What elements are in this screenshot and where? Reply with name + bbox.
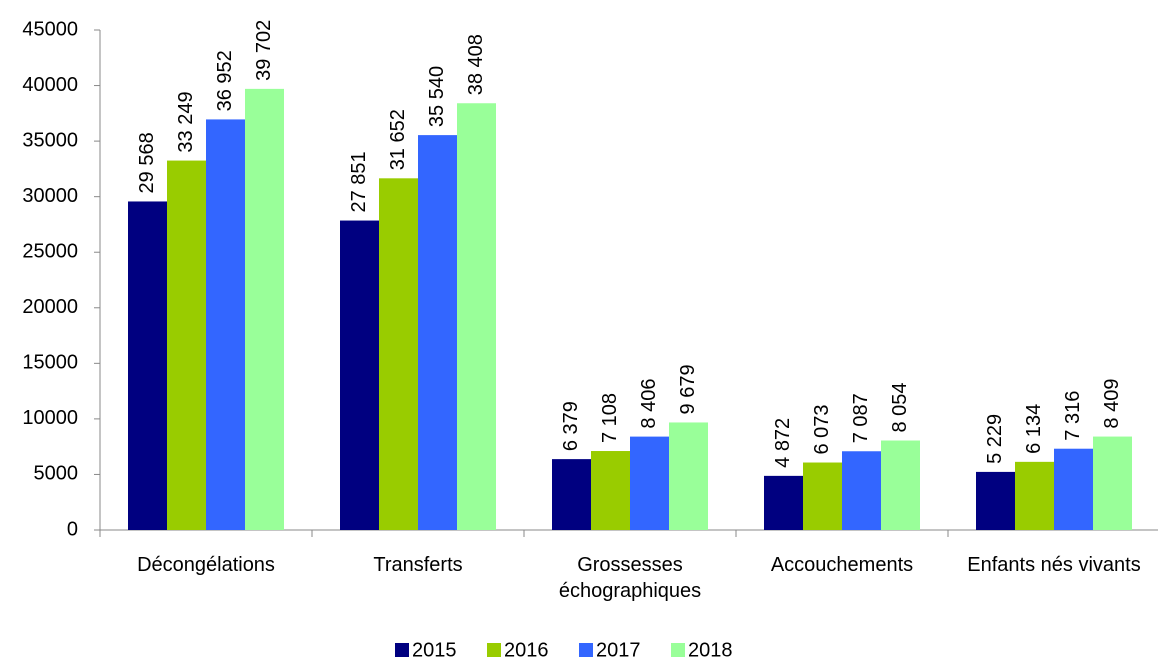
bar <box>591 451 630 530</box>
bar <box>457 103 496 530</box>
data-label: 35 540 <box>426 66 448 127</box>
bar <box>669 422 708 530</box>
data-label: 7 087 <box>850 393 872 443</box>
bar <box>206 119 245 530</box>
data-label: 8 406 <box>638 379 660 429</box>
bar <box>418 135 457 530</box>
data-label: 33 249 <box>175 91 197 152</box>
legend-swatch <box>487 643 501 657</box>
data-label: 38 408 <box>465 34 487 95</box>
bar <box>630 436 669 530</box>
y-tick-label: 30000 <box>22 185 78 207</box>
data-label: 6 073 <box>811 404 833 454</box>
data-label: 27 851 <box>348 151 370 212</box>
bar <box>764 475 803 530</box>
data-label: 5 229 <box>984 414 1006 464</box>
y-tick-label: 10000 <box>22 407 78 429</box>
y-tick-label: 15000 <box>22 352 78 374</box>
bar <box>881 440 920 530</box>
bar <box>245 88 284 530</box>
legend-label: 2015 <box>412 639 457 661</box>
bar <box>842 451 881 530</box>
data-label: 29 568 <box>136 132 158 193</box>
bar <box>976 471 1015 530</box>
bar <box>552 459 591 530</box>
bar <box>128 201 167 530</box>
legend-swatch <box>579 643 593 657</box>
y-tick-label: 40000 <box>22 74 78 96</box>
x-tick-label: Enfants nés vivants <box>967 554 1141 576</box>
legend-swatch <box>395 643 409 657</box>
y-tick-label: 35000 <box>22 129 78 151</box>
data-label: 39 702 <box>253 20 275 81</box>
bar <box>167 160 206 531</box>
bar <box>379 178 418 531</box>
bar <box>1015 461 1054 530</box>
data-label: 8 409 <box>1101 379 1123 429</box>
data-label: 9 679 <box>677 364 699 414</box>
data-label: 7 108 <box>599 393 621 443</box>
y-tick-label: 5000 <box>34 463 79 485</box>
data-label: 6 134 <box>1023 404 1045 454</box>
data-label: 7 316 <box>1062 391 1084 441</box>
legend-label: 2018 <box>688 639 733 661</box>
y-tick-label: 45000 <box>22 18 78 40</box>
legend-label: 2017 <box>596 639 641 661</box>
y-tick-label: 0 <box>67 518 78 540</box>
legend-label: 2016 <box>504 639 549 661</box>
data-label: 6 379 <box>560 401 582 451</box>
data-label: 8 054 <box>889 382 911 432</box>
data-label: 4 872 <box>772 418 794 468</box>
y-tick-label: 25000 <box>22 241 78 263</box>
x-tick-label: Accouchements <box>770 554 914 576</box>
bar <box>803 462 842 530</box>
bar <box>340 220 379 531</box>
x-tick-label: Grossesses échographiques <box>558 554 702 602</box>
legend-swatch <box>671 643 685 657</box>
data-label: 36 952 <box>214 50 236 111</box>
bar <box>1093 436 1132 530</box>
x-tick-label: Transferts <box>373 554 463 576</box>
bar <box>1054 448 1093 530</box>
y-tick-label: 20000 <box>22 296 78 318</box>
data-label: 31 652 <box>387 109 409 170</box>
x-tick-label: Décongélations <box>137 554 275 576</box>
